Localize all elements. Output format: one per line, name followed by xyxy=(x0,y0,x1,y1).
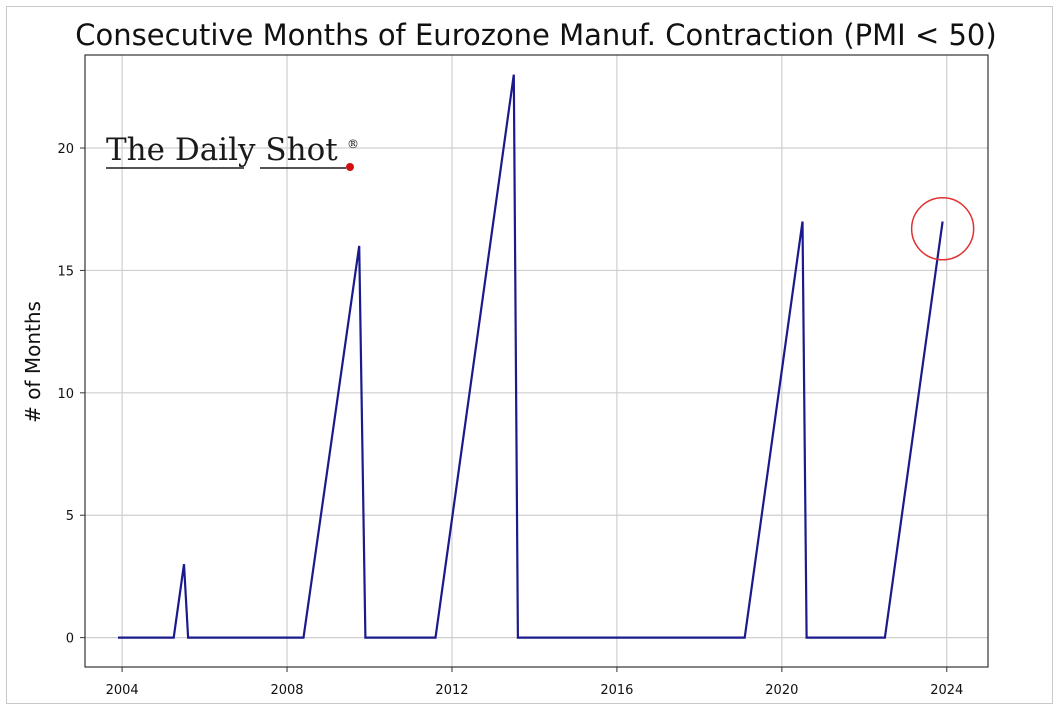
watermark-text: The Daily Shot xyxy=(106,132,338,168)
y-axis-label: # of Months xyxy=(21,301,45,423)
x-tick-label: 2012 xyxy=(435,683,468,698)
y-axis: 0 5 10 15 20 xyxy=(57,142,85,647)
plot-area xyxy=(84,54,989,668)
x-tick-label: 2020 xyxy=(765,683,798,698)
x-tick-label: 2004 xyxy=(106,683,139,698)
y-tick-label: 10 xyxy=(57,387,74,402)
y-tick-label: 20 xyxy=(57,142,74,157)
highlight-circle xyxy=(910,197,975,261)
annotations xyxy=(910,197,975,261)
chart-title: Consecutive Months of Eurozone Manuf. Co… xyxy=(75,18,996,52)
y-tick-label: 15 xyxy=(57,264,74,279)
x-tick-label: 2024 xyxy=(930,683,963,698)
y-tick-label: 5 xyxy=(66,509,74,524)
watermark-dot xyxy=(346,163,354,171)
x-tick-label: 2016 xyxy=(600,683,633,698)
x-tick-label: 2008 xyxy=(270,683,303,698)
watermark-logo: The Daily Shot ® xyxy=(106,132,359,171)
series-lines xyxy=(118,74,944,639)
series-line xyxy=(118,74,944,639)
x-axis: 2004 2008 2012 2016 2020 2024 xyxy=(106,667,963,698)
y-tick-label: 0 xyxy=(66,632,74,647)
watermark-registered: ® xyxy=(347,137,359,151)
